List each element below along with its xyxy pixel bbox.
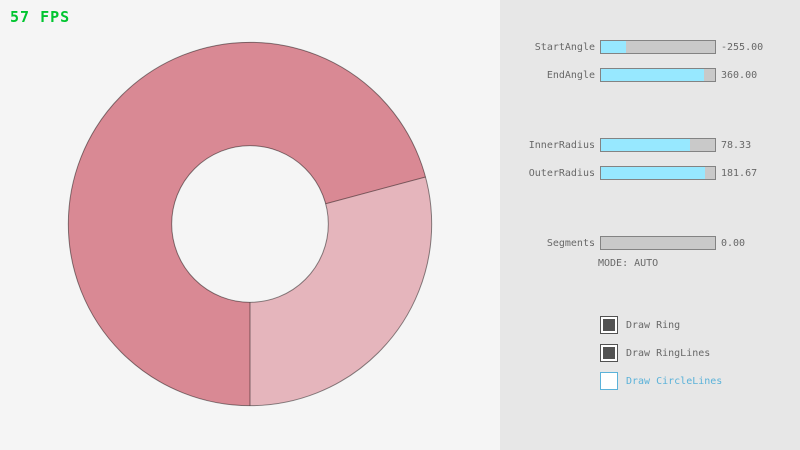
start-angle-label: StartAngle (534, 42, 595, 53)
checkmark (603, 319, 615, 331)
checkbox-row-draw-ring: Draw Ring (600, 316, 800, 334)
outer-radius-value: 181.67 (721, 168, 758, 179)
start-angle-value: -255.00 (721, 42, 764, 53)
slider-row-segments: Segments 0.00 (500, 236, 800, 250)
slider-fill (601, 139, 691, 151)
checkmark (603, 347, 615, 359)
draw-ring-checkbox[interactable] (600, 316, 618, 334)
slider-row-start-angle: StartAngle -255.00 (500, 40, 800, 54)
checkbox-row-draw-ringlines: Draw RingLines (600, 344, 800, 362)
outer-radius-slider[interactable] (600, 166, 716, 180)
slider-row-outer-radius: OuterRadius 181.67 (500, 166, 800, 180)
start-angle-slider[interactable] (600, 40, 716, 54)
slider-fill (601, 167, 705, 179)
draw-circlelines-label: Draw CircleLines (626, 376, 723, 387)
slider-row-inner-radius: InnerRadius 78.33 (500, 138, 800, 152)
inner-radius-label: InnerRadius (528, 140, 595, 151)
slider-fill (601, 41, 626, 53)
draw-ring-label: Draw Ring (626, 320, 681, 331)
ring-donut-chart (67, 41, 433, 407)
draw-ringlines-label: Draw RingLines (626, 348, 711, 359)
segments-value: 0.00 (721, 238, 746, 249)
end-angle-label: EndAngle (546, 70, 595, 81)
segments-slider[interactable] (600, 236, 716, 250)
slider-fill (601, 69, 704, 81)
segments-label: Segments (546, 238, 595, 249)
end-angle-value: 360.00 (721, 70, 758, 81)
outer-radius-label: OuterRadius (528, 168, 595, 179)
draw-ringlines-checkbox[interactable] (600, 344, 618, 362)
inner-radius-slider[interactable] (600, 138, 716, 152)
segments-mode-label: MODE: AUTO (598, 258, 659, 269)
drawing-canvas: 57 FPS (10, 8, 433, 407)
draw-circlelines-checkbox[interactable] (600, 372, 618, 390)
checkbox-row-draw-circlelines: Draw CircleLines (600, 372, 800, 390)
fps-counter: 57 FPS (10, 8, 71, 26)
end-angle-slider[interactable] (600, 68, 716, 82)
inner-radius-value: 78.33 (721, 140, 752, 151)
control-panel: StartAngle -255.00 EndAngle 360.00 Inner… (500, 0, 800, 450)
slider-row-end-angle: EndAngle 360.00 (500, 68, 800, 82)
